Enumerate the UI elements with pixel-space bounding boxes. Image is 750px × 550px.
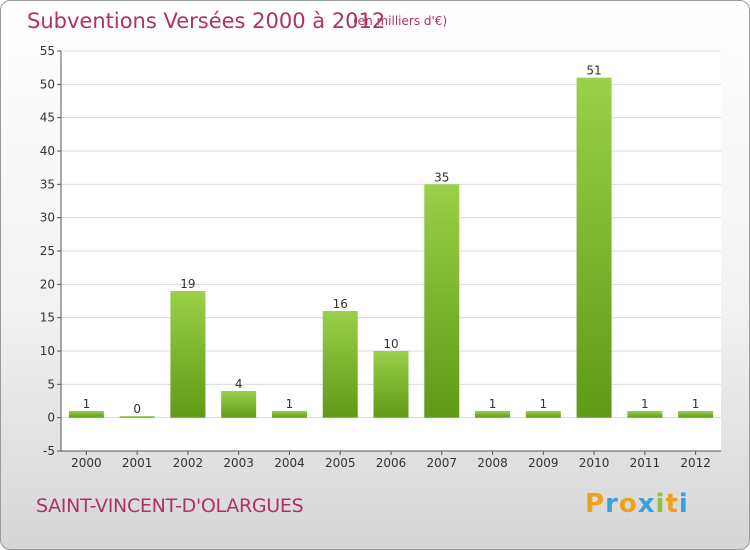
x-tick-label: 2009 xyxy=(528,456,559,470)
bar xyxy=(271,411,307,418)
y-tick-label: 20 xyxy=(40,277,55,291)
data-label: 16 xyxy=(333,297,348,311)
y-tick-label: 35 xyxy=(40,177,55,191)
logo-letter: o xyxy=(618,489,638,519)
x-tick-label: 2010 xyxy=(579,456,610,470)
data-label: 0 xyxy=(133,402,141,416)
y-tick-label: 45 xyxy=(40,111,55,125)
data-label: 51 xyxy=(586,64,601,78)
data-label: 1 xyxy=(489,397,497,411)
y-tick-label: 15 xyxy=(40,311,55,325)
x-tick-label: 2006 xyxy=(376,456,407,470)
y-tick-label: 40 xyxy=(40,144,55,158)
commune-name: SAINT-VINCENT-D'OLARGUES xyxy=(36,495,304,517)
logo-letter: i xyxy=(655,489,666,519)
data-label: 10 xyxy=(383,337,398,351)
y-tick-label: 0 xyxy=(47,411,55,425)
x-tick-label: 2001 xyxy=(122,456,153,470)
x-tick-label: 2012 xyxy=(680,456,711,470)
data-label: 35 xyxy=(434,170,449,184)
bar xyxy=(322,311,358,418)
bar xyxy=(678,411,714,418)
y-tick-label: 30 xyxy=(40,211,55,225)
data-label: 1 xyxy=(641,397,649,411)
logo-letter: t xyxy=(665,489,679,519)
bar xyxy=(170,291,206,418)
bar xyxy=(627,411,663,418)
x-tick-label: 2003 xyxy=(223,456,254,470)
data-label: 1 xyxy=(286,397,294,411)
x-tick-label: 2008 xyxy=(477,456,508,470)
x-tick-label: 2004 xyxy=(274,456,305,470)
y-tick-label: 25 xyxy=(40,244,55,258)
data-label: 1 xyxy=(539,397,547,411)
bar xyxy=(68,411,104,418)
proxiti-logo: Proxiti xyxy=(585,489,689,519)
logo-letter: P xyxy=(585,489,606,519)
y-tick-label: 10 xyxy=(40,344,55,358)
data-label: 1 xyxy=(692,397,700,411)
x-tick-label: 2011 xyxy=(630,456,661,470)
bar xyxy=(475,411,511,418)
chart-subtitle: (en milliers d'€) xyxy=(353,14,448,28)
data-label: 4 xyxy=(235,377,243,391)
bar xyxy=(576,77,612,418)
bar xyxy=(119,416,155,418)
bar xyxy=(525,411,561,418)
logo-letter: r xyxy=(605,489,619,519)
y-tick-label: 50 xyxy=(40,77,55,91)
x-tick-label: 2007 xyxy=(426,456,457,470)
y-tick-label: 5 xyxy=(47,377,55,391)
y-tick-label: 55 xyxy=(40,44,55,58)
x-tick-label: 2005 xyxy=(325,456,356,470)
x-tick-label: 2000 xyxy=(71,456,102,470)
data-label: 1 xyxy=(83,397,91,411)
bar xyxy=(424,184,460,418)
logo-letter: x xyxy=(637,489,656,519)
data-label: 19 xyxy=(180,277,195,291)
chart-title: Subventions Versées 2000 à 2012 xyxy=(27,9,386,33)
bar xyxy=(373,351,409,418)
x-tick-label: 2002 xyxy=(173,456,204,470)
bar xyxy=(221,391,257,418)
y-tick-label: -5 xyxy=(43,444,55,458)
logo-letter: i xyxy=(678,489,689,519)
